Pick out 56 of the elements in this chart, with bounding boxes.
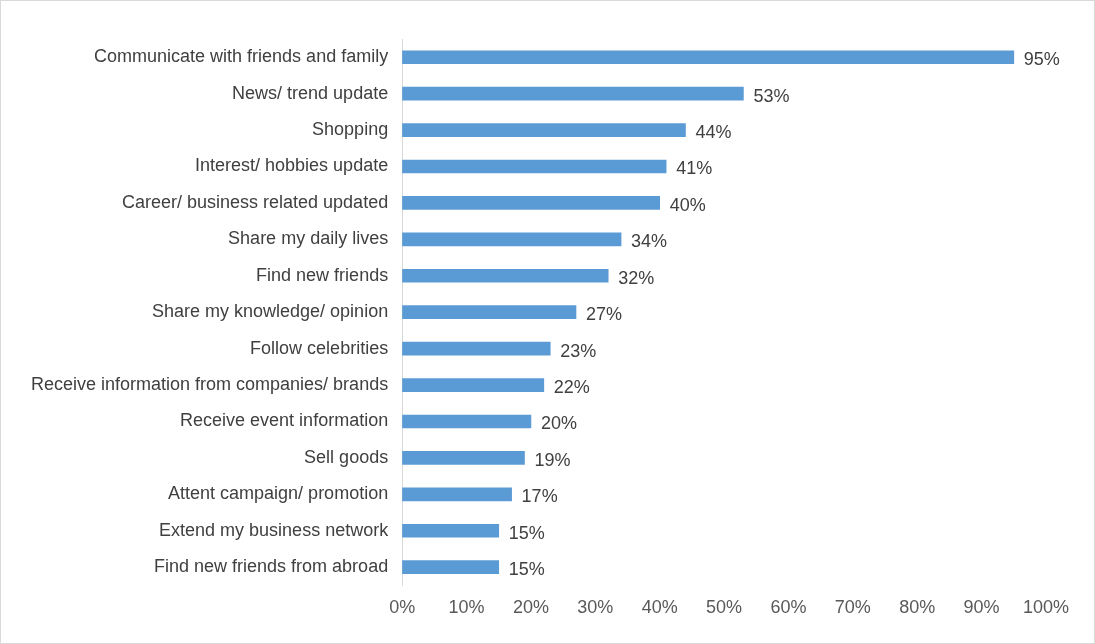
data-label: 15% [508, 559, 545, 580]
x-tick-label: 80% [899, 597, 936, 618]
bar [402, 305, 577, 320]
y-tick-label: Share my knowledge/ opinion [152, 301, 389, 322]
data-label: 41% [676, 158, 713, 179]
y-tick-label: Sell goods [304, 446, 389, 467]
bar [402, 378, 545, 392]
data-label: 15% [508, 522, 545, 543]
x-tick-label: 50% [706, 597, 743, 618]
x-tick-label: 40% [641, 597, 678, 618]
y-tick-label: News/ trend update [232, 82, 389, 103]
bar [402, 159, 667, 174]
x-tick-label: 60% [770, 597, 807, 618]
y-tick-label: Extend my business network [159, 519, 390, 540]
bar [402, 341, 551, 356]
data-label: 27% [586, 304, 623, 325]
data-label: 53% [753, 85, 790, 106]
y-tick-label: Receive information from companies/ brands [30, 374, 389, 395]
data-label: 20% [540, 413, 577, 434]
data-label: 17% [521, 486, 558, 507]
data-label: 44% [695, 122, 732, 143]
y-tick-label: Shopping [312, 119, 389, 140]
bar [402, 523, 500, 538]
data-label: 95% [1023, 49, 1060, 70]
bar [402, 268, 609, 283]
x-tick-label: 30% [577, 597, 614, 618]
bar [402, 196, 661, 210]
bar [402, 123, 686, 137]
bar [402, 487, 512, 502]
y-tick-label: Receive event information [180, 410, 389, 431]
bar [402, 414, 532, 429]
x-tick-label: 100% [1022, 597, 1070, 618]
data-label: 19% [534, 449, 571, 470]
x-tick-label: 20% [512, 597, 549, 618]
bar [402, 232, 622, 247]
bar [402, 560, 500, 575]
y-tick-label: Follow celebrities [250, 337, 389, 358]
x-tick-label: 90% [963, 597, 1000, 618]
bar [402, 451, 525, 465]
y-tick-label: Communicate with friends and family [94, 46, 389, 67]
y-tick-label: Attent campaign/ promotion [168, 483, 389, 504]
x-tick-label: 0% [389, 597, 416, 618]
data-label: 34% [631, 231, 668, 252]
data-label: 32% [618, 267, 655, 288]
y-tick-label: Find new friends [256, 264, 389, 285]
y-tick-label: Career/ business related updated [121, 191, 389, 212]
data-label: 22% [553, 377, 590, 398]
data-label: 23% [560, 340, 597, 361]
data-label: 40% [669, 194, 706, 215]
x-tick-label: 10% [448, 597, 485, 618]
y-tick-label: Interest/ hobbies update [195, 155, 389, 176]
y-tick-label: Share my daily lives [228, 228, 389, 249]
bar [402, 86, 744, 101]
bar [402, 50, 1015, 65]
y-tick-label: Find new friends from abroad [154, 556, 389, 577]
x-tick-label: 70% [834, 597, 871, 618]
